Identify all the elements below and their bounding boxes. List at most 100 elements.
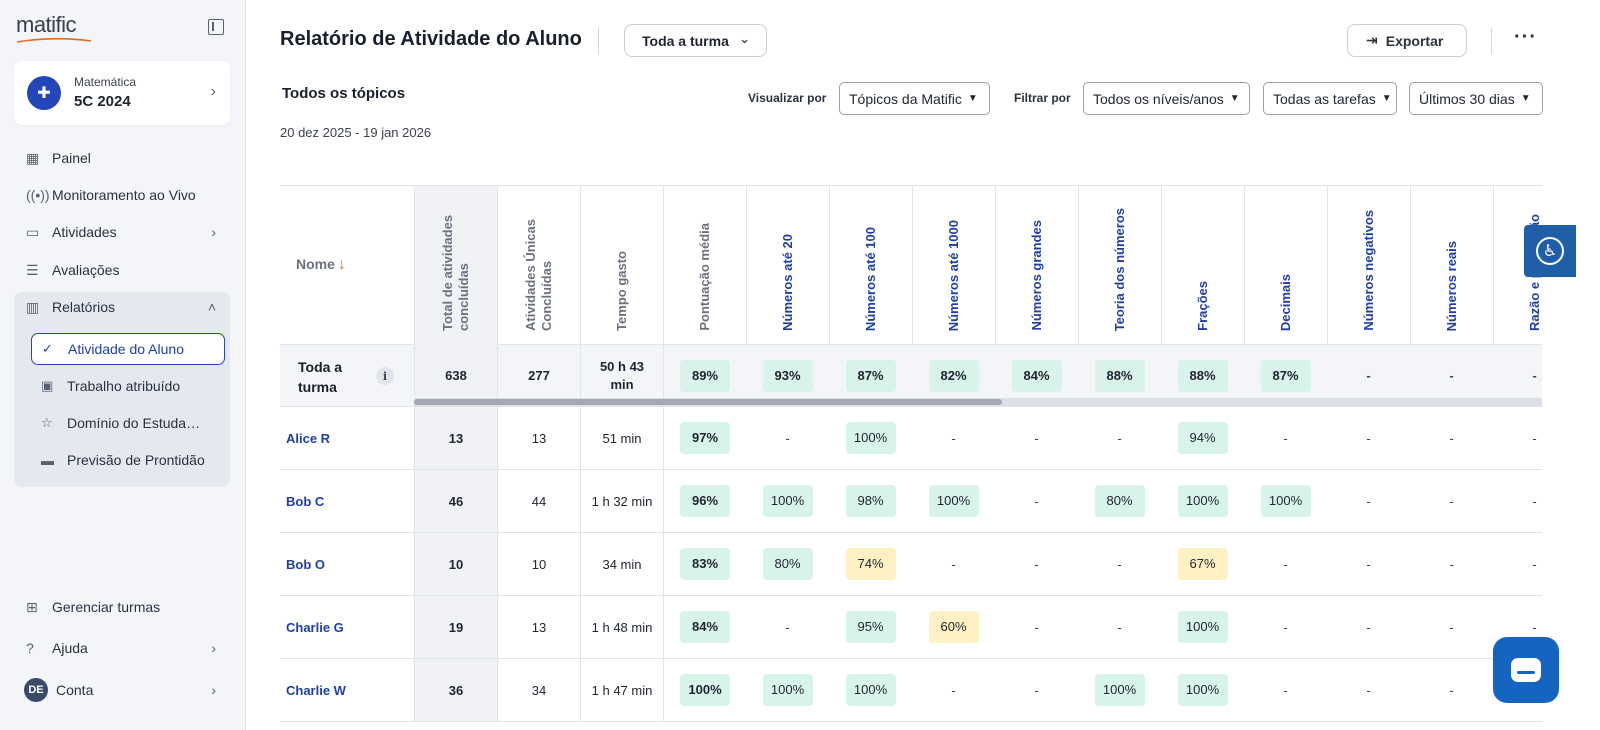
student-name-link[interactable]: Bob O <box>286 556 325 572</box>
class-filter-select[interactable]: Toda a turma ⌄ <box>624 24 767 57</box>
table-cell: - <box>1493 407 1542 469</box>
student-name-link[interactable]: Charlie G <box>286 619 344 635</box>
nav-student-activity[interactable]: ✓ Atividade do Aluno <box>31 333 225 365</box>
activity-table: Nome ↓ Total de atividades concluídas Ativ… <box>280 185 1542 730</box>
nav-student-mastery[interactable]: ☆ Domínio do Estuda… <box>31 407 225 439</box>
nav-help-label: Ajuda <box>52 640 88 656</box>
info-icon[interactable]: i <box>376 367 394 385</box>
nav-dashboard[interactable]: ▦ Painel <box>14 141 230 175</box>
column-header-label: Teoria dos números <box>1112 207 1127 331</box>
column-header[interactable]: Números reais <box>1410 186 1493 345</box>
name-column-header[interactable]: Nome ↓ <box>296 256 346 274</box>
empty-value: - <box>1449 493 1454 509</box>
empty-value: - <box>1034 493 1039 509</box>
table-cell: - <box>1410 659 1493 721</box>
user-check-icon: ✓ <box>42 341 53 356</box>
table-cell: - <box>1078 407 1161 469</box>
score-badge: 100% <box>1260 485 1311 517</box>
table-cell: 100% <box>663 659 746 721</box>
table-cell: 100% <box>1161 596 1244 658</box>
levels-select[interactable]: Todos os níveis/anos ▼ <box>1083 82 1250 115</box>
column-header[interactable]: Atividades Únicas Concluídas <box>497 186 580 345</box>
table-row: Alice R 13 13 51 min 97% - 100% - - - 94% - - - - <box>280 407 1542 470</box>
nav-account[interactable]: DE Conta › <box>14 673 230 707</box>
period-select[interactable]: Últimos 30 dias ▼ <box>1409 82 1543 115</box>
cell-value: 19 <box>448 619 464 635</box>
accessibility-button[interactable]: ♿ <box>1524 225 1576 277</box>
nav-live-label: Monitoramento ao Vivo <box>52 187 196 203</box>
view-by-select[interactable]: Tópicos da Matific ▼ <box>839 82 990 115</box>
empty-value: - <box>951 682 956 698</box>
column-header[interactable]: Razão e proporção <box>1493 186 1542 345</box>
nav-reports[interactable]: ▥ Relatórios ˄ <box>14 290 230 324</box>
column-header[interactable]: Teoria dos números <box>1078 186 1161 345</box>
student-name-link[interactable]: Charlie W <box>286 682 346 698</box>
sidebar-collapse-icon[interactable] <box>208 19 224 35</box>
column-header[interactable]: Números até 1000 <box>912 186 995 345</box>
empty-value: - <box>1449 368 1454 383</box>
score-badge: 82% <box>928 359 979 392</box>
table-cell: - <box>746 596 829 658</box>
column-header[interactable]: Números grandes <box>995 186 1078 345</box>
table-cell: - <box>1493 345 1542 406</box>
table-cell: 34 <box>497 659 580 721</box>
nav-live-monitoring[interactable]: ((•)) Monitoramento ao Vivo <box>14 178 230 212</box>
empty-value: - <box>1283 682 1288 698</box>
column-header[interactable]: Frações <box>1161 186 1244 345</box>
table-cell: 83% <box>663 533 746 595</box>
score-badge: 100% <box>1177 485 1228 517</box>
score-badge: 80% <box>762 548 813 580</box>
student-name-link[interactable]: Alice R <box>286 430 331 446</box>
column-header[interactable]: Tempo gasto <box>580 186 663 345</box>
table-cell: - <box>995 659 1078 721</box>
horizontal-scrollbar-thumb[interactable] <box>414 399 1002 405</box>
toggle-icon: ▬ <box>41 452 54 468</box>
column-header[interactable]: Decimais <box>1244 186 1327 345</box>
table-cell: 638 <box>414 345 497 406</box>
divider <box>1491 28 1492 54</box>
export-icon: ⇥ <box>1366 32 1378 48</box>
score-badge: 97% <box>680 422 730 454</box>
score-badge: 89% <box>680 359 730 392</box>
empty-value: - <box>785 430 790 446</box>
column-header[interactable]: Números até 100 <box>829 186 912 345</box>
chat-button[interactable] <box>1493 637 1559 703</box>
empty-value: - <box>1034 430 1039 446</box>
column-header[interactable]: Números negativos <box>1327 186 1410 345</box>
cell-value: 44 <box>531 493 547 509</box>
score-badge: 100% <box>845 422 896 454</box>
reports-group <box>14 292 230 487</box>
empty-value: - <box>1532 368 1537 383</box>
column-header[interactable]: Pontuação média <box>663 186 746 345</box>
nav-readiness[interactable]: ▬ Previsão de Prontidão <box>31 444 225 476</box>
period-value: Últimos 30 dias <box>1419 90 1515 107</box>
nav-help[interactable]: ? Ajuda › <box>14 631 230 665</box>
table-cell: 100% <box>829 659 912 721</box>
table-cell: 36 <box>414 659 497 721</box>
score-badge: 100% <box>1177 611 1228 643</box>
student-name-link[interactable]: Bob C <box>286 493 325 509</box>
grid-plus-icon: ✚ <box>27 76 61 110</box>
table-cell: 88% <box>1161 345 1244 406</box>
matific-logo[interactable]: matific <box>16 12 77 37</box>
table-cell: 1 h 48 min <box>580 596 663 658</box>
dashboard-icon: ▦ <box>26 149 40 166</box>
tasks-select[interactable]: Todas as tarefas ▼ <box>1263 82 1397 115</box>
table-cell: - <box>1410 596 1493 658</box>
export-button[interactable]: ⇥ Exportar <box>1347 24 1467 57</box>
more-options-button[interactable]: ··· <box>1514 26 1537 48</box>
column-header[interactable]: Números até 20 <box>746 186 829 345</box>
score-badge: 100% <box>762 674 813 706</box>
cell-value: 10 <box>531 556 547 572</box>
nav-assigned-work[interactable]: ▣ Trabalho atribuído <box>31 370 225 402</box>
nav-assessments[interactable]: ☰ Avaliações <box>14 253 230 287</box>
column-header-label: Números grandes <box>1029 220 1044 331</box>
column-header-label: Frações <box>1195 281 1210 331</box>
table-cell: 46 <box>414 470 497 532</box>
nav-activities[interactable]: ▭ Atividades › <box>14 215 230 249</box>
nav-manage-classes[interactable]: ⊞ Gerenciar turmas <box>14 590 230 624</box>
table-cell: 89% <box>663 345 746 406</box>
class-selector-card[interactable]: ✚ Matemática 5C 2024 › <box>14 61 230 125</box>
score-badge: 96% <box>680 485 730 517</box>
column-header[interactable]: Total de atividades concluídas <box>414 186 497 345</box>
